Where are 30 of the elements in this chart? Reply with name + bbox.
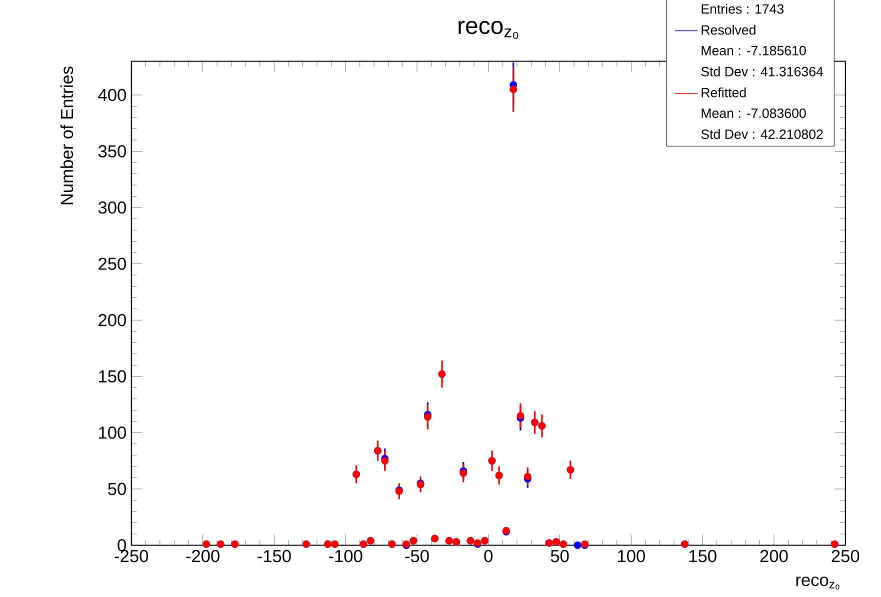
x-axis-title: reco$_{z₀}$ — [796, 576, 840, 590]
annotation: Std Dev : 42.210802 — [701, 129, 823, 139]
x-tick-label: -200 — [186, 550, 220, 562]
x-tick-label: -250 — [114, 550, 148, 562]
legend-title: Entries : 1743 — [702, 4, 784, 14]
x-tick-label: -150 — [258, 550, 291, 562]
y-tick-label: 250 — [98, 258, 126, 270]
annotation: Mean : -7.083600 — [702, 108, 806, 118]
x-tick-label: 50 — [550, 550, 569, 562]
text: Mean : -7.185610 — [702, 46, 806, 56]
y-tick-label: 150 — [99, 370, 126, 383]
legend-label: Refitted — [702, 88, 746, 98]
y-tick-label: 200 — [98, 314, 126, 326]
annotation: Std Dev : 41.316364 — [701, 66, 824, 76]
y-tick-label: 50 — [108, 482, 126, 496]
y-tick-label: 400 — [98, 88, 126, 102]
y-tick-label: 100 — [99, 426, 126, 439]
y-tick-label: 300 — [98, 201, 126, 214]
x-tick-label: -50 — [405, 550, 429, 562]
y-tick-label: 350 — [98, 145, 126, 158]
legend-label: Resolved — [702, 24, 756, 35]
y-axis-title: Number of Entries — [60, 66, 74, 204]
x-tick-label: 200 — [760, 550, 788, 562]
chart-title: reco$_{z₀}$ — [458, 20, 518, 39]
x-tick-label: 150 — [689, 550, 716, 562]
x-tick-label: 0 — [484, 550, 493, 562]
x-tick-label: -100 — [329, 550, 362, 562]
x-tick-label: 250 — [832, 550, 860, 562]
x-tick-label: 100 — [618, 550, 645, 562]
y-tick-label: 0 — [118, 539, 126, 552]
